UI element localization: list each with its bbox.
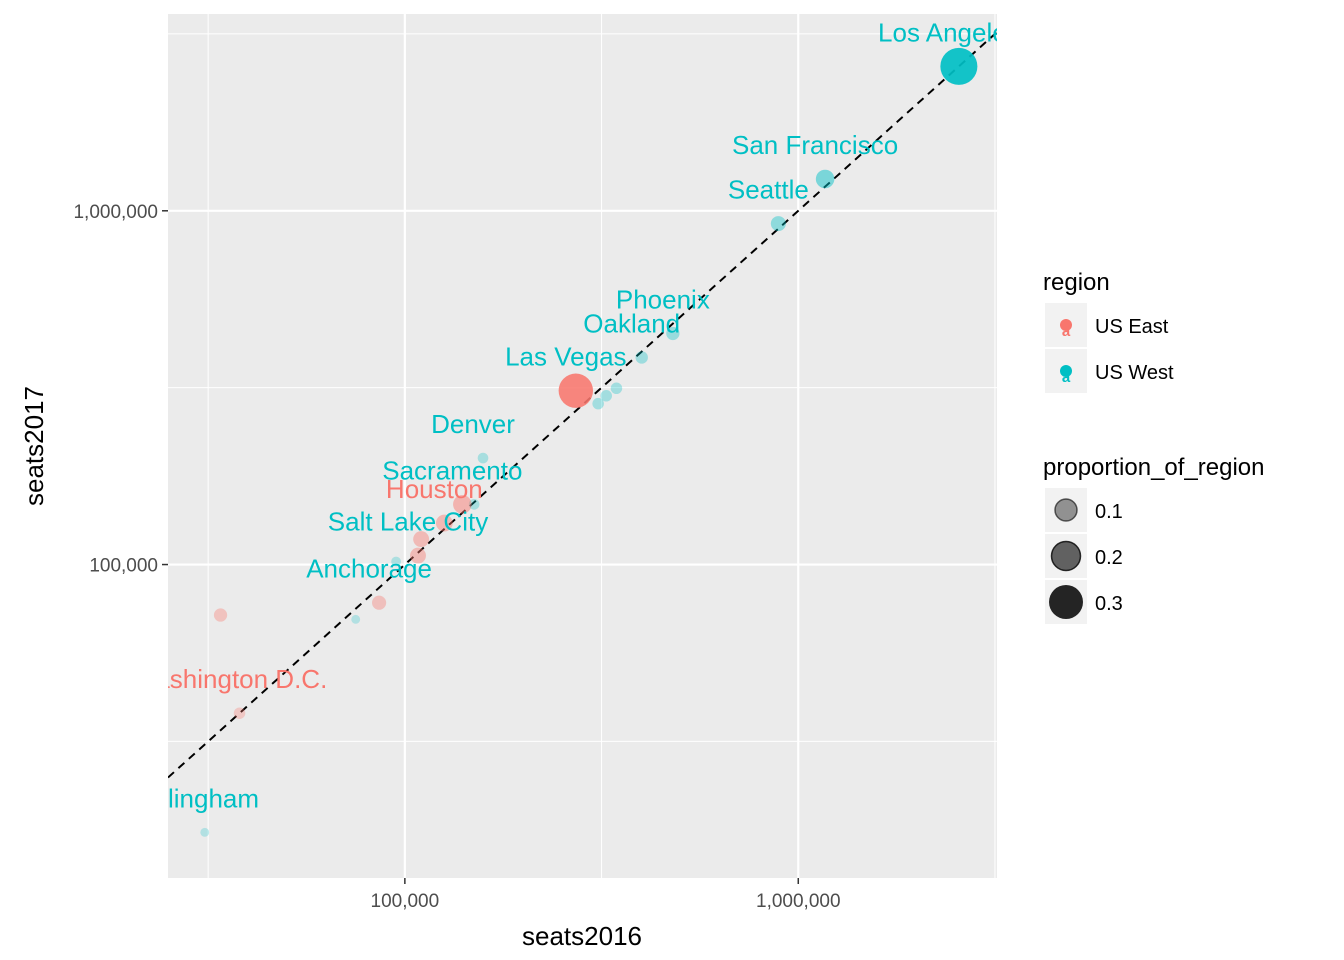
point-us-west-10 xyxy=(770,216,786,232)
x-tick-label-1: 1,000,000 xyxy=(756,891,841,912)
point-us-east-3 xyxy=(410,547,426,564)
grid-minor xyxy=(168,14,997,878)
plot-panel xyxy=(168,14,997,878)
point-us-east-7 xyxy=(558,373,594,408)
legend-key-us-east-point xyxy=(1060,319,1072,331)
point-label-4: Oakland xyxy=(583,308,680,338)
legend-key-us-west-point xyxy=(1060,365,1072,377)
point-label-2: Seattle xyxy=(728,175,809,205)
legend-label-size-0-3: 0.3 xyxy=(1095,593,1123,615)
legend-key-size-0-1-point xyxy=(1054,498,1078,522)
point-us-east-2 xyxy=(372,595,387,610)
legend-proportion-title: proportion_of_region xyxy=(1043,454,1265,481)
point-us-east-4 xyxy=(413,531,430,548)
y-axis-title: seats2017 xyxy=(19,386,49,506)
point-us-west-3 xyxy=(477,452,489,464)
point-us-west-11 xyxy=(815,169,835,189)
point-label-8: Houston xyxy=(386,474,483,504)
y-axis: 100,000 1,000,000 xyxy=(73,202,168,577)
legend-key-size-0-2-point xyxy=(1050,540,1082,572)
point-us-east-5 xyxy=(435,514,453,532)
point-us-west-1 xyxy=(351,614,361,624)
point-label-1: San Francisco xyxy=(732,130,898,160)
point-label-10: Anchorage xyxy=(306,554,432,584)
legend-label-us-west: US West xyxy=(1095,362,1174,384)
point-us-west-4 xyxy=(468,499,480,510)
legend-region-title: region xyxy=(1043,269,1110,296)
point-label-7: Sacramento xyxy=(382,455,522,485)
reference-line xyxy=(168,31,997,779)
point-us-west-5 xyxy=(592,397,604,410)
legend-label-size-0-2: 0.2 xyxy=(1095,547,1123,569)
legend-key-size-0-1 xyxy=(1045,488,1087,532)
point-us-west-9 xyxy=(666,326,680,341)
point-label-3: Phoenix xyxy=(616,284,710,314)
legend-label-size-0-1: 0.1 xyxy=(1095,501,1123,523)
legend-proportion: proportion_of_region 0.1 0.2 0.3 xyxy=(1043,454,1265,624)
point-us-west-7 xyxy=(610,382,623,395)
point-us-east-1 xyxy=(233,707,246,719)
point-us-west-2 xyxy=(391,556,401,567)
point-us-west-6 xyxy=(600,390,612,402)
point-us-east-0 xyxy=(213,608,228,622)
point-us-west-12 xyxy=(940,47,978,85)
legend-key-us-west-glyph: a xyxy=(1062,369,1071,386)
legend-label-us-east: US East xyxy=(1095,316,1169,338)
point-us-west-8 xyxy=(635,351,648,364)
legend-key-us-east-glyph: a xyxy=(1062,323,1071,340)
point-label-11: Washington D.C. xyxy=(132,664,328,694)
x-axis-title: seats2016 xyxy=(522,921,642,951)
point-label-9: Salt Lake City xyxy=(328,507,488,537)
point-labels-layer: Los Angeles San Francisco Seattle PhoenixOa… xyxy=(130,17,1020,813)
y-tick-label-1: 1,000,000 xyxy=(73,202,158,223)
point-label-5: Las Vegas xyxy=(505,342,626,372)
x-axis: 100,000 1,000,000 xyxy=(371,878,841,912)
point-us-east-6 xyxy=(453,495,472,514)
point-label-6: Denver xyxy=(431,409,515,439)
grid-major xyxy=(168,14,997,878)
point-label-12: Bellingham xyxy=(130,783,259,813)
x-tick-label-0: 100,000 xyxy=(371,891,440,912)
points-layer xyxy=(200,47,978,837)
point-label-0: Los Angeles xyxy=(878,17,1020,47)
y-tick-label-0: 100,000 xyxy=(89,556,158,577)
point-us-west-0 xyxy=(200,827,210,837)
legend-region: region a US East a US West xyxy=(1043,269,1174,393)
legend-key-size-0-3-point xyxy=(1049,585,1083,619)
